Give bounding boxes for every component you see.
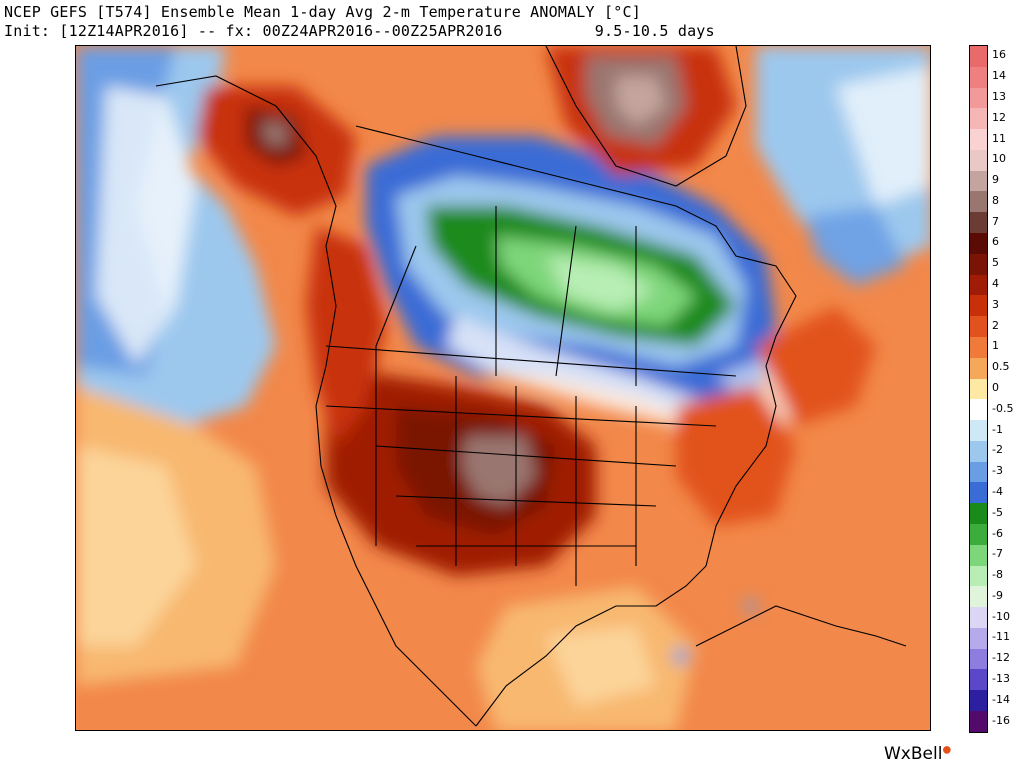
colorbar-label: -12	[992, 651, 1010, 665]
colorbar-swatch	[970, 690, 987, 711]
colorbar-label: -13	[992, 672, 1010, 686]
colorbar-swatch	[970, 87, 987, 109]
colorbar-swatch	[970, 586, 987, 608]
colorbar-label: 9	[992, 173, 999, 187]
temperature-anomaly-map	[75, 45, 931, 731]
colorbar-label: 0.5	[992, 360, 1010, 374]
colorbar-label: -9	[992, 588, 1003, 602]
colorbar-swatch	[970, 523, 987, 545]
colorbar-swatch	[970, 503, 987, 524]
colorbar-swatch	[970, 316, 987, 337]
colorbar-swatch	[970, 191, 987, 213]
colorbar-label: 4	[992, 277, 999, 291]
colorbar-label: -0.5	[992, 401, 1014, 415]
colorbar-swatch	[970, 66, 987, 88]
colorbar-label: 13	[992, 89, 1006, 103]
colorbar-label: -7	[992, 547, 1003, 561]
colorbar-swatch	[970, 212, 987, 234]
colorbar-label: -11	[992, 630, 1010, 644]
colorbar-label: 12	[992, 110, 1006, 124]
colorbar-label: 2	[992, 318, 999, 332]
colorbar-swatch	[970, 440, 987, 462]
colorbar-swatch	[970, 607, 987, 628]
colorbar-swatch	[970, 627, 987, 649]
colorbar-label: 6	[992, 235, 999, 249]
colorbar-label: -4	[992, 484, 1003, 498]
colorbar-label: -16	[992, 713, 1010, 727]
colorbar-label: 5	[992, 256, 999, 270]
colorbar-swatch	[970, 378, 987, 400]
colorbar-swatch	[970, 233, 987, 254]
map-title: NCEP GEFS [T574] Ensemble Mean 1-day Avg…	[4, 3, 641, 21]
colorbar-label: 3	[992, 297, 999, 311]
colorbar-label: -8	[992, 568, 1003, 582]
colorbar-label: 10	[992, 152, 1006, 166]
colorbar-label: 8	[992, 193, 999, 207]
colorbar-swatch	[970, 336, 987, 358]
colorbar-swatch	[970, 253, 987, 275]
colorbar-swatch	[970, 461, 987, 483]
colorbar-label: 0	[992, 381, 999, 394]
colorbar-label: -10	[992, 609, 1010, 623]
colorbar-swatch	[970, 357, 987, 379]
colorbar-swatch	[970, 669, 987, 691]
colorbar-swatch	[970, 544, 987, 566]
colorbar-label: -5	[992, 505, 1003, 519]
colorbar-swatch	[970, 46, 987, 67]
colorbar-swatch	[970, 399, 987, 421]
colorbar-label: -3	[992, 464, 1003, 478]
coastline-lines	[155, 46, 907, 727]
colorbar-label: -2	[992, 443, 1003, 457]
colorbar-swatch	[970, 274, 987, 296]
colorbar-label: 1	[992, 339, 999, 353]
map-subtitle: Init: [12Z14APR2016] -- fx: 00Z24APR2016…	[4, 22, 715, 40]
colorbar-swatch	[970, 295, 987, 317]
colorbar-label: 16	[992, 48, 1006, 62]
colorbar-swatch	[970, 149, 987, 171]
wxbell-logo: WxBell●	[884, 744, 952, 764]
colorbar-swatch	[970, 482, 987, 504]
colorbar-label: -1	[992, 422, 1003, 436]
colorbar-swatch	[970, 648, 987, 670]
colorbar-swatch	[970, 129, 987, 150]
map-svg	[76, 46, 930, 730]
colorbar-label: -6	[992, 526, 1003, 540]
colorbar-swatch	[970, 711, 987, 732]
colorbar	[969, 45, 988, 733]
colorbar-label: 7	[992, 214, 999, 228]
logo-text: WxBell	[884, 744, 943, 764]
colorbar-swatch	[970, 108, 987, 130]
colorbar-label: 14	[992, 69, 1006, 83]
colorbar-swatch	[970, 565, 987, 587]
colorbar-label: -14	[992, 692, 1010, 706]
colorbar-label: 11	[992, 131, 1006, 145]
colorbar-swatch	[970, 420, 987, 441]
colorbar-swatch	[970, 170, 987, 192]
